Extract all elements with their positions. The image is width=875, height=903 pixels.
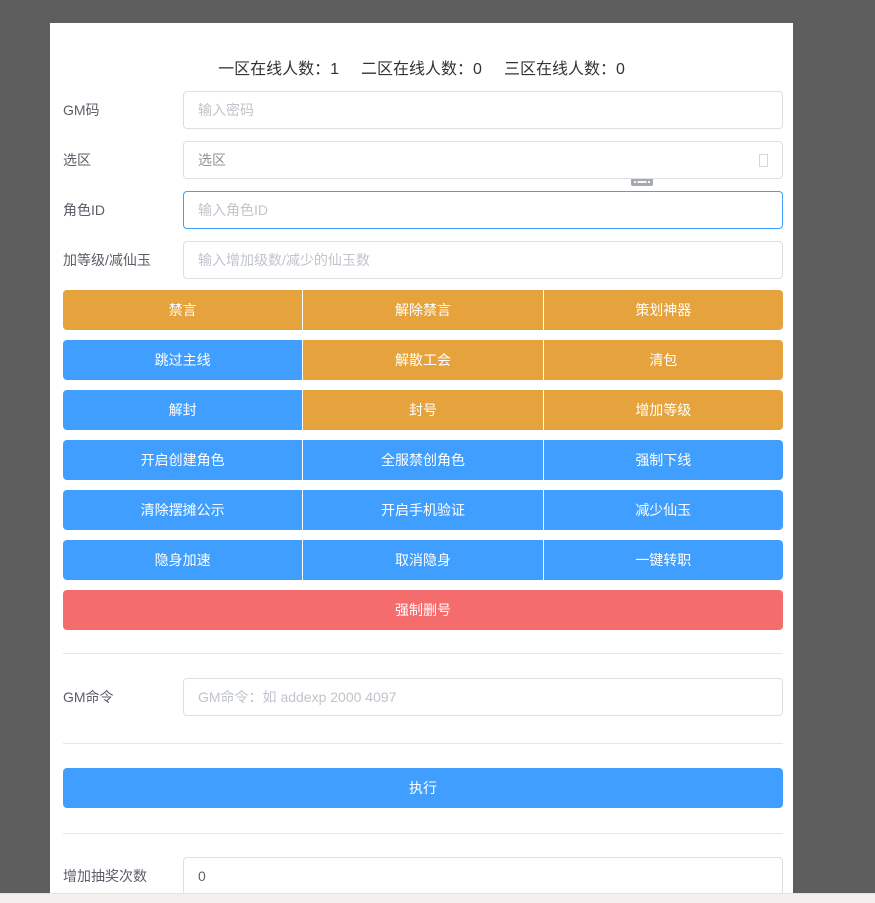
divider [63,743,783,744]
button-add-level[interactable]: 增加等级 [543,390,783,430]
button-force-delete-account[interactable]: 强制删号 [63,590,783,630]
zone-select-label: 选区 [63,152,91,168]
execute-button[interactable]: 执行 [63,768,783,808]
button-row-3: 解封 封号 增加等级 [63,390,783,430]
button-enable-create-role[interactable]: 开启创建角色 [63,440,303,480]
role-id-label: 角色ID [63,202,105,218]
button-ban-account[interactable]: 封号 [303,390,543,430]
role-id-input[interactable] [183,191,783,229]
button-skip-mainline[interactable]: 跳过主线 [63,340,303,380]
gm-command-row: GM命令 [63,678,783,716]
button-one-key-class-change[interactable]: 一键转职 [543,540,783,580]
button-stealth-speed[interactable]: 隐身加速 [63,540,303,580]
gm-code-label: GM码 [63,102,100,118]
button-clear-stall-notice[interactable]: 清除摆摊公示 [63,490,303,530]
level-jade-row: 加等级/减仙玉 [63,241,783,279]
gm-admin-panel: 一区在线人数：1 二区在线人数：0 三区在线人数：0 GM码 选区 选区 [50,23,793,893]
button-row-6: 隐身加速 取消隐身 一键转职 [63,540,783,580]
lottery-count-label: 增加抽奖次数 [63,868,147,884]
zone-select-value: 选区 [198,152,226,168]
gm-command-label: GM命令 [63,689,114,705]
button-ban-create-role-all[interactable]: 全服禁创角色 [303,440,543,480]
button-planner-tool[interactable]: 策划神器 [543,290,783,330]
divider [63,653,783,654]
level-jade-label: 加等级/减仙玉 [63,252,151,268]
button-row-5: 清除摆摊公示 开启手机验证 减少仙玉 [63,490,783,530]
online-status-bar: 一区在线人数：1 二区在线人数：0 三区在线人数：0 [50,55,793,79]
button-enable-phone-verify[interactable]: 开启手机验证 [303,490,543,530]
gm-command-input[interactable] [183,678,783,716]
role-id-row: 角色ID [63,191,783,229]
button-force-offline[interactable]: 强制下线 [543,440,783,480]
gm-code-input[interactable] [183,91,783,129]
zone1-online-count: 一区在线人数：1 [218,61,340,78]
button-unmute[interactable]: 解除禁言 [303,290,543,330]
zone3-online-count: 三区在线人数：0 [503,61,625,78]
lottery-count-input[interactable] [183,857,783,893]
button-clear-bag[interactable]: 清包 [543,340,783,380]
button-reduce-jade[interactable]: 减少仙玉 [543,490,783,530]
button-row-1: 禁言 解除禁言 策划神器 [63,290,783,330]
button-row-4: 开启创建角色 全服禁创角色 强制下线 [63,440,783,480]
select-caret-icon [759,153,768,167]
zone2-online-count: 二区在线人数：0 [361,61,482,78]
button-mute[interactable]: 禁言 [63,290,303,330]
button-unban[interactable]: 解封 [63,390,303,430]
gm-code-row: GM码 [63,91,783,186]
button-disband-guild[interactable]: 解散工会 [303,340,543,380]
page-bottom-strip [0,893,875,903]
lottery-count-row: 增加抽奖次数 [63,857,783,893]
zone-select-row: 选区 选区 [63,141,783,179]
button-row-2: 跳过主线 解散工会 清包 [63,340,783,380]
level-jade-input[interactable] [183,241,783,279]
button-cancel-stealth[interactable]: 取消隐身 [303,540,543,580]
zone-select[interactable]: 选区 [183,141,783,179]
divider [63,833,783,834]
